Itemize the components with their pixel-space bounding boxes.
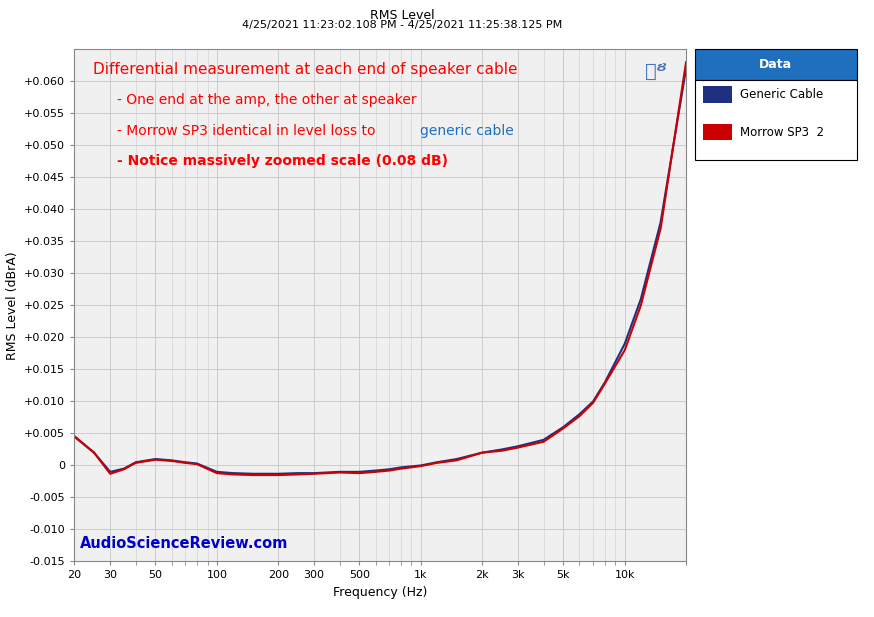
- Morrow SP3_2: [620, 347, 630, 354]
- Generic Cable: [180, 458, 191, 466]
- FancyBboxPatch shape: [695, 49, 857, 80]
- Text: Generic Cable: Generic Cable: [740, 88, 823, 101]
- Generic Cable: [150, 455, 161, 463]
- Morrow SP3_2: [150, 456, 161, 463]
- Generic Cable: [105, 468, 115, 476]
- Morrow SP3_2: [228, 471, 239, 478]
- FancyBboxPatch shape: [703, 124, 732, 141]
- Generic Cable: [496, 445, 507, 453]
- Generic Cable: [273, 470, 283, 478]
- Generic Cable: [384, 466, 394, 473]
- Generic Cable: [558, 423, 569, 431]
- Generic Cable: [293, 470, 303, 477]
- Morrow SP3_2: [371, 468, 381, 476]
- Text: Morrow SP3  2: Morrow SP3 2: [740, 126, 824, 139]
- Morrow SP3_2: [105, 470, 115, 478]
- Generic Cable: [513, 442, 524, 450]
- Generic Cable: [89, 449, 100, 457]
- Y-axis label: RMS Level (dBrA): RMS Level (dBrA): [5, 251, 18, 360]
- Morrow SP3_2: [538, 438, 549, 445]
- Generic Cable: [432, 458, 442, 466]
- Generic Cable: [452, 455, 462, 463]
- Morrow SP3_2: [574, 412, 585, 420]
- Generic Cable: [166, 457, 177, 464]
- Line: Generic Cable: Generic Cable: [74, 68, 686, 474]
- Morrow SP3_2: [396, 465, 406, 473]
- Generic Cable: [415, 462, 426, 469]
- Morrow SP3_2: [496, 447, 507, 455]
- Morrow SP3_2: [452, 457, 462, 464]
- Morrow SP3_2: [432, 459, 442, 466]
- Text: Differential measurement at each end of speaker cable: Differential measurement at each end of …: [93, 62, 517, 77]
- Morrow SP3_2: [335, 469, 345, 476]
- Morrow SP3_2: [415, 462, 426, 470]
- FancyBboxPatch shape: [703, 86, 732, 102]
- Text: 4/25/2021 11:23:02.108 PM - 4/25/2021 11:25:38.125 PM: 4/25/2021 11:23:02.108 PM - 4/25/2021 11…: [242, 20, 562, 30]
- Generic Cable: [335, 468, 345, 476]
- Generic Cable: [538, 436, 549, 444]
- Morrow SP3_2: [309, 470, 319, 478]
- Morrow SP3_2: [354, 470, 364, 477]
- Generic Cable: [371, 467, 381, 474]
- Generic Cable: [354, 468, 364, 476]
- Morrow SP3_2: [89, 449, 100, 457]
- Morrow SP3_2: [558, 424, 569, 432]
- Morrow SP3_2: [588, 399, 599, 407]
- Morrow SP3_2: [180, 459, 191, 466]
- Generic Cable: [588, 398, 599, 405]
- Generic Cable: [69, 433, 80, 441]
- Text: - Morrow SP3 identical in level loss to: - Morrow SP3 identical in level loss to: [117, 123, 380, 138]
- X-axis label: Frequency (Hz): Frequency (Hz): [333, 586, 427, 599]
- Morrow SP3_2: [293, 471, 303, 478]
- Morrow SP3_2: [247, 471, 258, 479]
- FancyBboxPatch shape: [695, 80, 857, 160]
- Morrow SP3_2: [681, 59, 691, 66]
- Generic Cable: [119, 465, 129, 473]
- Morrow SP3_2: [656, 225, 666, 233]
- Text: - Notice massively zoomed scale (0.08 dB): - Notice massively zoomed scale (0.08 dB…: [117, 154, 448, 168]
- Generic Cable: [600, 379, 610, 386]
- Morrow SP3_2: [130, 459, 141, 466]
- Morrow SP3_2: [69, 433, 80, 440]
- Morrow SP3_2: [166, 457, 177, 465]
- Text: Data: Data: [760, 59, 792, 72]
- Generic Cable: [191, 460, 202, 467]
- Generic Cable: [212, 468, 222, 476]
- Generic Cable: [635, 296, 646, 303]
- Text: Ⓐᴽ: Ⓐᴽ: [645, 62, 666, 81]
- Generic Cable: [309, 470, 319, 477]
- Generic Cable: [130, 458, 141, 466]
- Morrow SP3_2: [477, 449, 488, 457]
- Generic Cable: [247, 470, 258, 478]
- Text: AudioScienceReview.com: AudioScienceReview.com: [80, 536, 288, 551]
- Morrow SP3_2: [384, 467, 394, 474]
- Generic Cable: [620, 340, 630, 347]
- Morrow SP3_2: [513, 444, 524, 451]
- Generic Cable: [656, 218, 666, 226]
- Generic Cable: [396, 463, 406, 471]
- Generic Cable: [574, 410, 585, 418]
- Morrow SP3_2: [600, 380, 610, 387]
- Generic Cable: [477, 449, 488, 457]
- Text: - One end at the amp, the other at speaker: - One end at the amp, the other at speak…: [117, 93, 417, 107]
- Generic Cable: [228, 470, 239, 477]
- Morrow SP3_2: [635, 302, 646, 309]
- Morrow SP3_2: [273, 471, 283, 479]
- Morrow SP3_2: [119, 466, 129, 473]
- Morrow SP3_2: [212, 470, 222, 477]
- Line: Morrow SP3_2: Morrow SP3_2: [74, 62, 686, 475]
- Generic Cable: [681, 65, 691, 72]
- Text: generic cable: generic cable: [420, 123, 514, 138]
- Text: RMS Level: RMS Level: [370, 9, 434, 22]
- Morrow SP3_2: [191, 460, 202, 468]
